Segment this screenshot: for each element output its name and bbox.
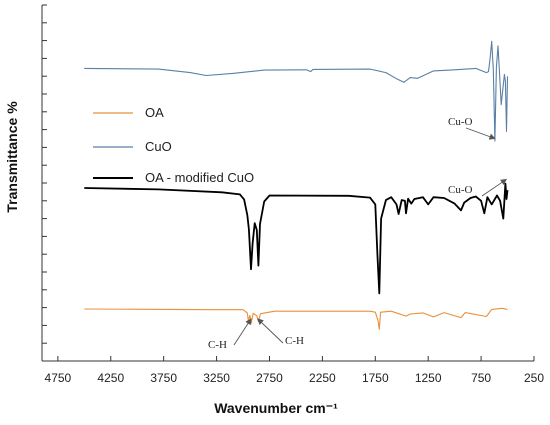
x-tick-label: 1250	[415, 371, 442, 385]
annotation-arrow	[257, 318, 284, 344]
legend-label: OA	[145, 105, 164, 120]
x-axis-title: Wavenumber cm⁻¹	[214, 400, 338, 416]
x-tick-label: 4250	[97, 371, 124, 385]
annotations: Cu-O Cu-O C-H C-H	[208, 116, 508, 351]
x-tick-label: 3250	[203, 371, 230, 385]
x-tick-label: 2750	[256, 371, 283, 385]
annotation-label: Cu-O	[448, 184, 473, 196]
y-ticks	[42, 4, 47, 362]
x-tick-label: 3750	[150, 371, 177, 385]
annotation-arrow	[481, 178, 508, 197]
legend-label: CuO	[145, 139, 172, 154]
series-line-oa-modified-cuo	[84, 182, 509, 295]
x-tick-label: 1750	[362, 371, 389, 385]
annotation-arrow	[465, 127, 496, 140]
annotation-label: Cu-O	[448, 116, 473, 128]
series-line-oa	[84, 307, 508, 330]
series-line-cuo	[84, 40, 509, 142]
annotation-label: C-H	[285, 335, 304, 347]
x-tick-labels: 4750 4250 3750 3250 2750 2250 1750 1250 750 250	[45, 371, 545, 385]
x-tick-label: 750	[471, 371, 491, 385]
legend: OA CuO OA - modified CuO	[93, 105, 254, 185]
y-axis-title: Transmittance %	[4, 101, 20, 213]
x-tick-label: 250	[524, 371, 544, 385]
annotation-label: C-H	[208, 339, 227, 351]
x-tick-label: 4750	[45, 371, 72, 385]
axes: 4750 4250 3750 3250 2750 2250 1750 1250 750 250	[41, 4, 545, 385]
legend-label: OA - modified CuO	[145, 170, 254, 185]
x-ticks	[57, 356, 535, 361]
annotation-arrow	[233, 318, 252, 346]
series-layer	[84, 40, 509, 330]
x-tick-label: 2250	[309, 371, 336, 385]
